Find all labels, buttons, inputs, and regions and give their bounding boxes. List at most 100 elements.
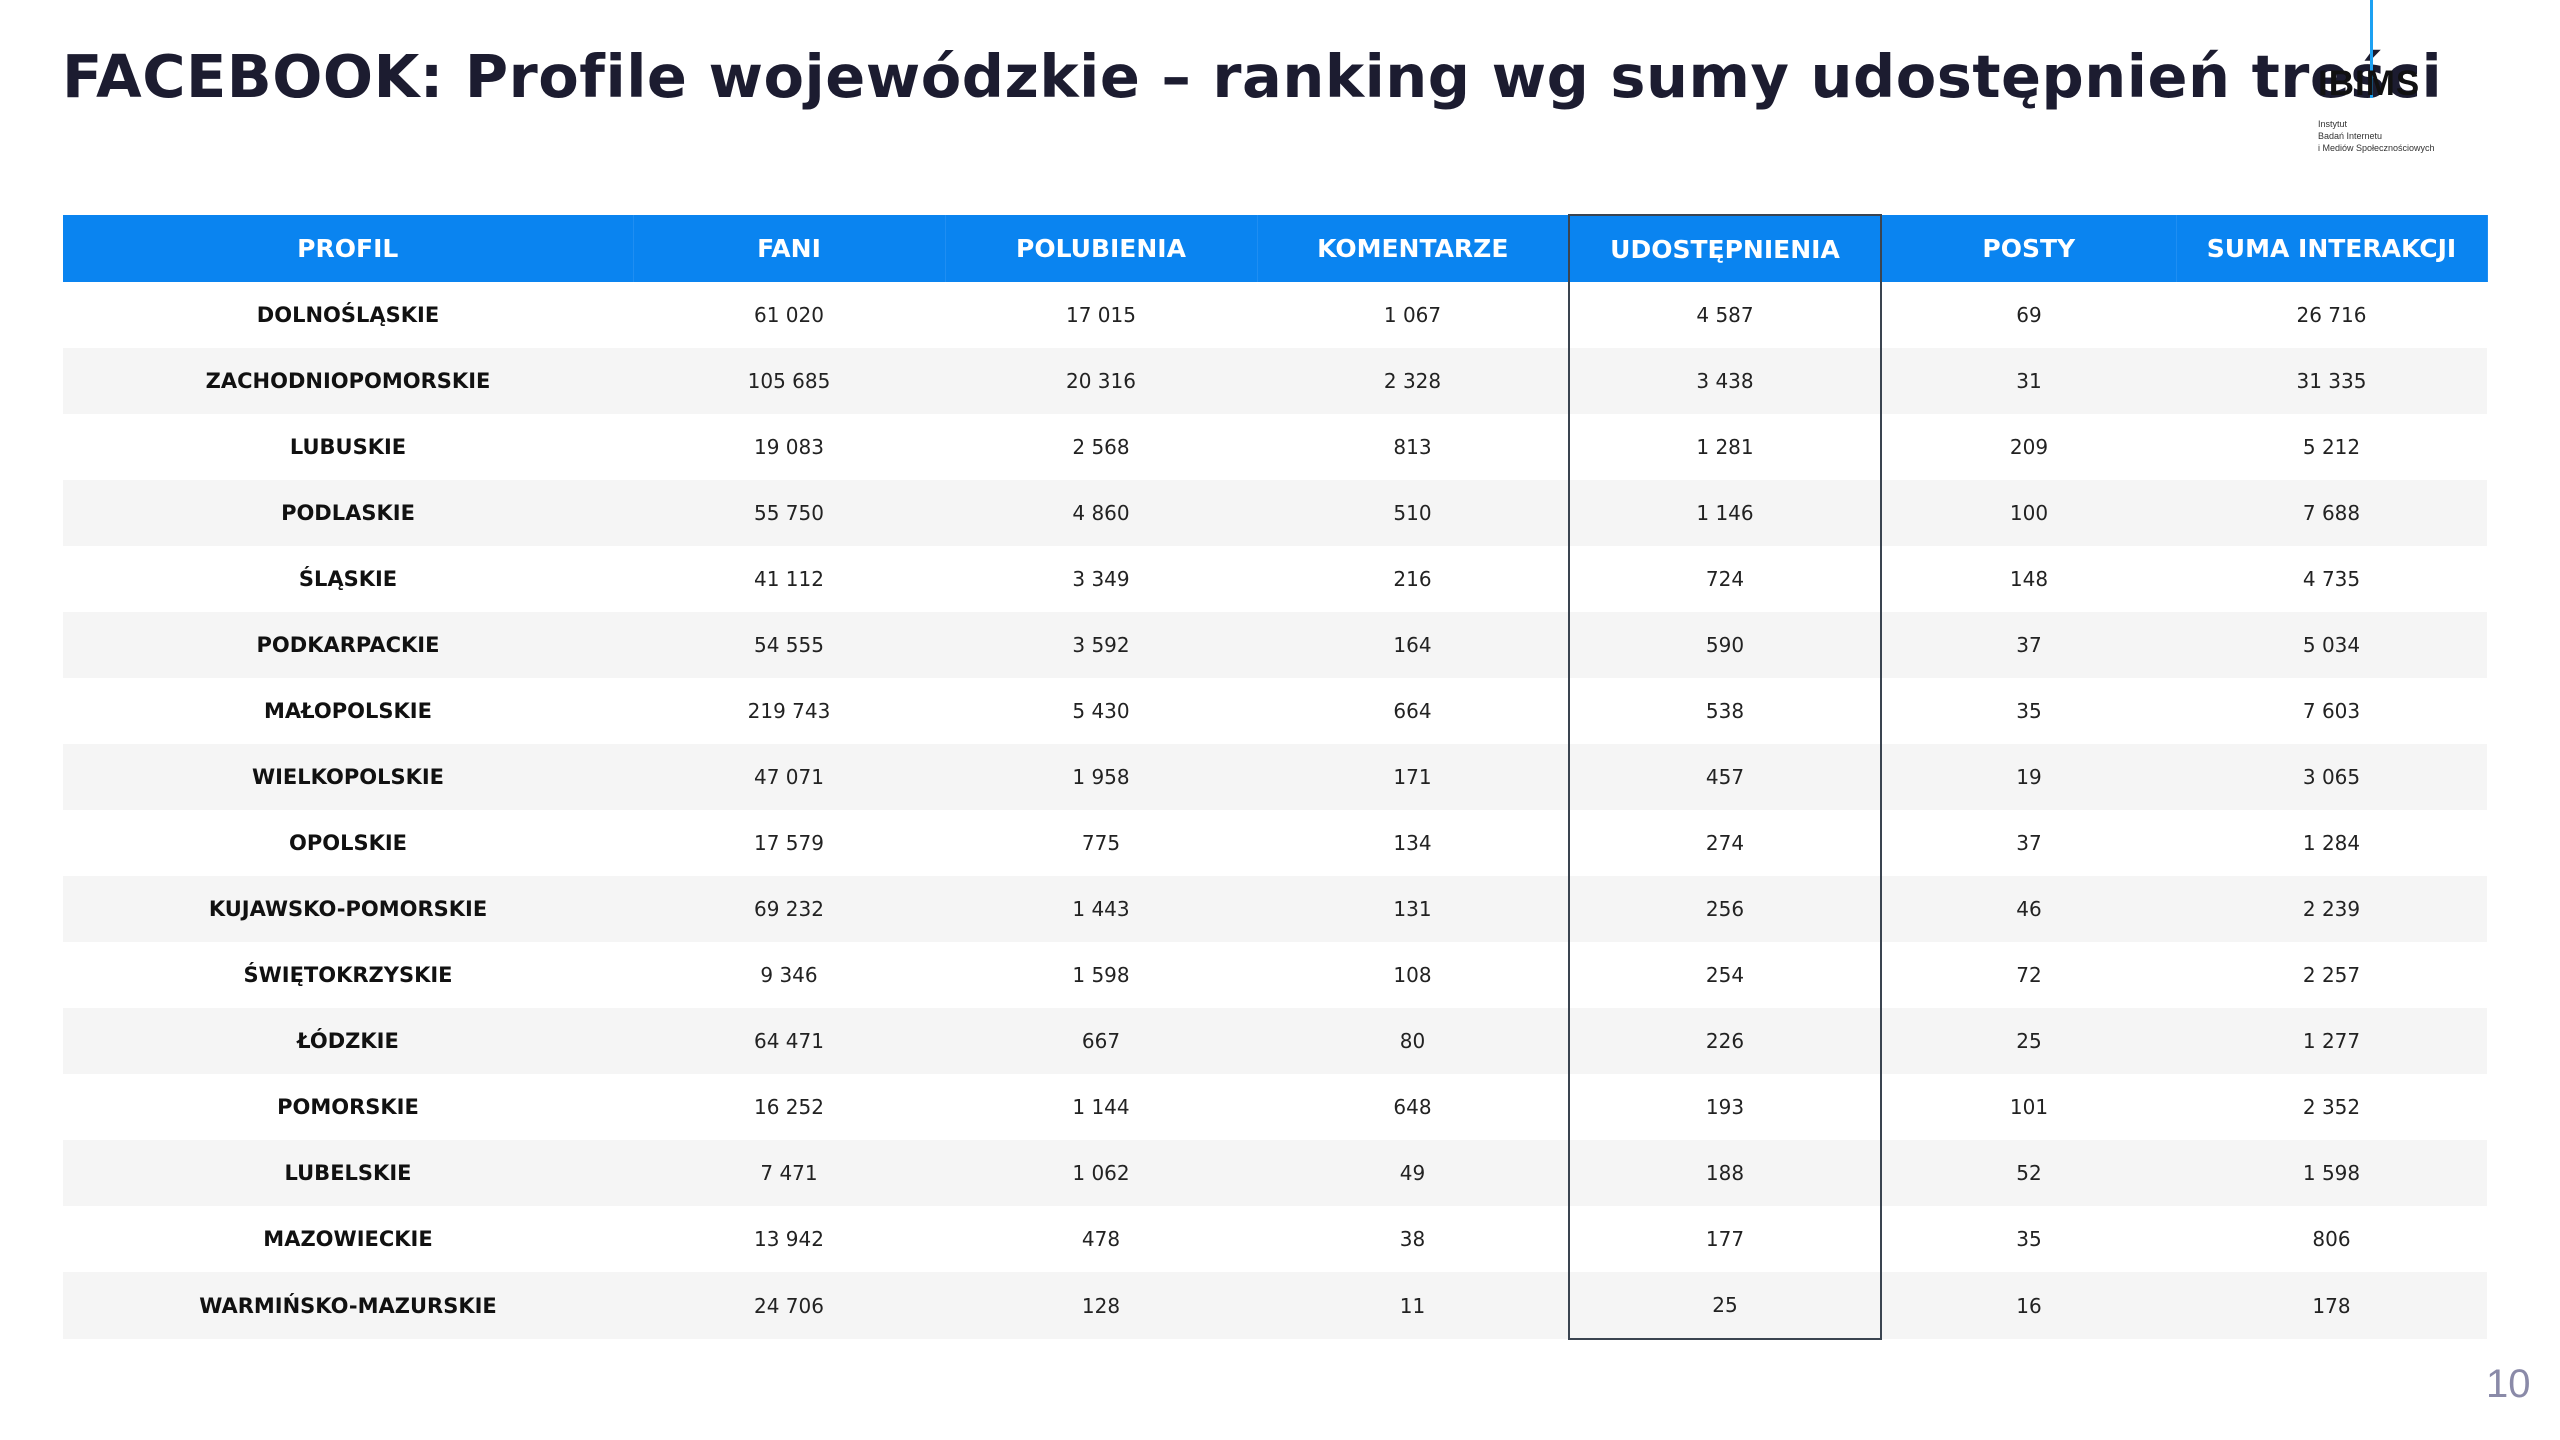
value-cell: 171: [1257, 744, 1569, 810]
profile-name-cell: ZACHODNIOPOMORSKIE: [63, 348, 633, 414]
value-cell: 1 277: [2176, 1008, 2487, 1074]
value-cell: 219 743: [747, 699, 831, 723]
value-cell: 72: [2016, 963, 2042, 987]
value-cell: 4 587: [1568, 282, 1882, 348]
profile-name-cell: ŚWIĘTOKRZYSKIE: [243, 963, 453, 987]
profile-name-cell: WARMIŃSKO-MAZURSKIE: [63, 1272, 633, 1339]
column-header: KOMENTARZE: [1257, 215, 1570, 282]
value-cell: 193: [1568, 1074, 1882, 1140]
value-cell: 1 146: [1568, 480, 1882, 546]
value-cell: 510: [1257, 480, 1569, 546]
table-row: PODLASKIE 55 750 4 860 510 1 146 100 7 688: [63, 480, 2487, 546]
logo-subtitle: Instytut Badań Internetu i Mediów Społec…: [2318, 118, 2435, 154]
value-cell: 3 592: [945, 612, 1257, 678]
value-cell: 478: [1081, 1227, 1121, 1251]
profile-name-cell: ŚLĄSKIE: [298, 567, 398, 591]
value-cell: 7 688: [2176, 480, 2487, 546]
table-header-row: PROFIL FANI POLUBIENIA KOMENTARZE UDOSTĘPNIE…: [63, 214, 2488, 282]
value-cell: 664: [1393, 699, 1432, 723]
profile-name-cell: POMORSKIE: [277, 1095, 419, 1119]
column-header: UDOSTĘPNIENIA: [1568, 214, 1882, 282]
value-cell: 7 603: [2302, 699, 2361, 723]
value-cell: 667: [945, 1008, 1257, 1074]
value-cell: 24 706: [633, 1272, 945, 1339]
value-cell: 1 062: [945, 1140, 1257, 1206]
logo-name: IBIMS: [2318, 64, 2421, 103]
value-cell: 131: [1257, 876, 1569, 942]
value-cell: 69: [2016, 303, 2042, 327]
table-row: MAŁOPOLSKIE 219 743 5 430 664 538 35 7 603: [63, 678, 2487, 744]
value-cell: 806: [2312, 1227, 2351, 1251]
value-cell: 178: [2176, 1272, 2487, 1339]
value-cell: 17 015: [1066, 303, 1136, 327]
value-cell: 31 335: [2176, 348, 2487, 414]
value-cell: 128: [945, 1272, 1257, 1339]
value-cell: 5 034: [2176, 612, 2487, 678]
value-cell: 188: [1568, 1140, 1882, 1206]
value-cell: 35: [2016, 1227, 2042, 1251]
profile-name-cell: MAŁOPOLSKIE: [264, 699, 432, 723]
value-cell: 2 568: [1072, 435, 1130, 459]
value-cell: 274: [1568, 810, 1882, 876]
value-cell: 25: [1568, 1272, 1882, 1340]
logo-accent-line: [2370, 0, 2373, 98]
value-cell: 16 252: [754, 1095, 824, 1119]
value-cell: 3 065: [2176, 744, 2487, 810]
value-cell: 216: [1393, 567, 1432, 591]
value-cell: 54 555: [633, 612, 945, 678]
value-cell: 2 257: [2302, 963, 2361, 987]
profile-name-cell: LUBELSKIE: [63, 1140, 633, 1206]
value-cell: 25: [1881, 1008, 2176, 1074]
value-cell: 4 860: [945, 480, 1257, 546]
value-cell: 3 349: [1072, 567, 1130, 591]
value-cell: 226: [1568, 1008, 1882, 1074]
value-cell: 1 598: [2176, 1140, 2487, 1206]
column-header: POLUBIENIA: [945, 215, 1258, 282]
value-cell: 2 239: [2176, 876, 2487, 942]
value-cell: 256: [1568, 876, 1882, 942]
value-cell: 2 352: [2302, 1095, 2361, 1119]
value-cell: 1 144: [1072, 1095, 1130, 1119]
value-cell: 52: [1881, 1140, 2176, 1206]
value-cell: 5 212: [2302, 435, 2361, 459]
value-cell: 4 735: [2302, 567, 2361, 591]
value-cell: 5 430: [1072, 699, 1130, 723]
value-cell: 61 020: [754, 303, 824, 327]
value-cell: 7 471: [633, 1140, 945, 1206]
value-cell: 9 346: [760, 963, 818, 987]
value-cell: 19 083: [754, 435, 824, 459]
table-row: PODKARPACKIE 54 555 3 592 164 590 37 5 034: [63, 612, 2487, 678]
value-cell: 648: [1393, 1095, 1432, 1119]
value-cell: 590: [1568, 612, 1882, 678]
value-cell: 20 316: [945, 348, 1257, 414]
table-row: ZACHODNIOPOMORSKIE 105 685 20 316 2 328 3 43…: [63, 348, 2487, 414]
table-row: ŚLĄSKIE 41 112 3 349 216 724 148 4 735: [63, 546, 2487, 612]
table-row: KUJAWSKO-POMORSKIE 69 232 1 443 131 256 46 2 2…: [63, 876, 2487, 942]
table-row: WARMIŃSKO-MAZURSKIE 24 706 128 11 25 16 178: [63, 1272, 2487, 1340]
value-cell: 108: [1393, 963, 1432, 987]
profile-name-cell: LUBUSKIE: [289, 435, 407, 459]
value-cell: 80: [1257, 1008, 1569, 1074]
profile-name-cell: OPOLSKIE: [288, 831, 408, 855]
profile-name-cell: PODKARPACKIE: [63, 612, 633, 678]
table-row: DOLNOŚLĄSKIE 61 020 17 015 1 067 4 587 69 26 7…: [63, 282, 2487, 348]
value-cell: 148: [2009, 567, 2049, 591]
value-cell: 64 471: [633, 1008, 945, 1074]
value-cell: 134: [1393, 831, 1432, 855]
profile-name-cell: PODLASKIE: [63, 480, 633, 546]
value-cell: 254: [1568, 942, 1882, 1008]
table-body: DOLNOŚLĄSKIE 61 020 17 015 1 067 4 587 69 26 7…: [63, 282, 2487, 1340]
value-cell: 1 067: [1383, 303, 1442, 327]
value-cell: 1 598: [1072, 963, 1130, 987]
value-cell: 100: [1881, 480, 2176, 546]
table-row: POMORSKIE 16 252 1 144 648 193 101 2 352: [63, 1074, 2487, 1140]
value-cell: 17 579: [754, 831, 824, 855]
column-header: PROFIL: [63, 215, 634, 282]
value-cell: 209: [2009, 435, 2049, 459]
value-cell: 31: [1881, 348, 2176, 414]
profile-name-cell: KUJAWSKO-POMORSKIE: [63, 876, 633, 942]
value-cell: 2 328: [1257, 348, 1569, 414]
column-header: FANI: [633, 215, 946, 282]
value-cell: 35: [2016, 699, 2042, 723]
